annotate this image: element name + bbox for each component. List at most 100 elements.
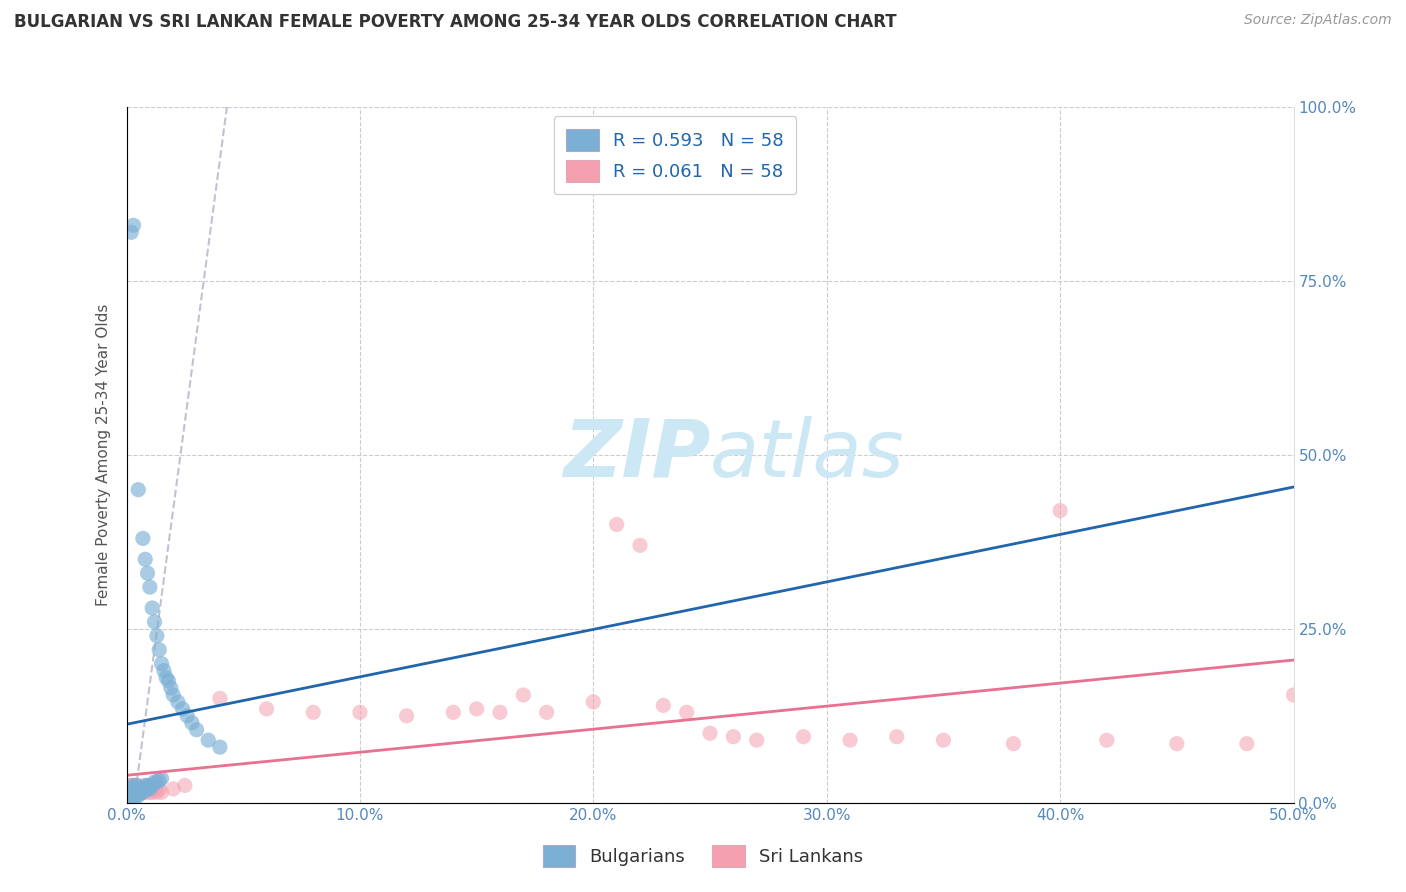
Point — [723, 730, 745, 744]
Point — [118, 792, 141, 806]
Point — [120, 778, 142, 792]
Point — [143, 775, 166, 789]
Point — [148, 773, 170, 788]
Point — [129, 781, 152, 796]
Point — [441, 706, 464, 720]
Point — [489, 706, 512, 720]
Point — [141, 785, 163, 799]
Point — [139, 778, 162, 792]
Point — [139, 785, 162, 799]
Point — [628, 538, 651, 552]
Y-axis label: Female Poverty Among 25-34 Year Olds: Female Poverty Among 25-34 Year Olds — [96, 304, 111, 606]
Point — [120, 785, 142, 799]
Point — [186, 723, 208, 737]
Point — [146, 785, 169, 799]
Text: Source: ZipAtlas.com: Source: ZipAtlas.com — [1244, 13, 1392, 28]
Text: atlas: atlas — [710, 416, 905, 494]
Point — [127, 781, 149, 796]
Point — [122, 219, 145, 233]
Text: BULGARIAN VS SRI LANKAN FEMALE POVERTY AMONG 25-34 YEAR OLDS CORRELATION CHART: BULGARIAN VS SRI LANKAN FEMALE POVERTY A… — [14, 13, 897, 31]
Point — [792, 730, 814, 744]
Point — [122, 785, 145, 799]
Point — [162, 781, 184, 796]
Point — [160, 681, 183, 695]
Point — [839, 733, 862, 747]
Point — [132, 785, 155, 799]
Point — [127, 789, 149, 803]
Point — [127, 785, 149, 799]
Point — [176, 708, 198, 723]
Point — [127, 483, 149, 497]
Point — [150, 657, 173, 671]
Point — [120, 225, 142, 239]
Point — [1049, 503, 1071, 517]
Point — [125, 785, 148, 799]
Point — [134, 781, 156, 796]
Point — [146, 775, 169, 789]
Point — [150, 785, 173, 799]
Point — [150, 772, 173, 786]
Point — [122, 789, 145, 803]
Point — [139, 580, 162, 594]
Point — [118, 789, 141, 803]
Point — [349, 706, 371, 720]
Point — [1166, 737, 1188, 751]
Point — [129, 781, 152, 796]
Point — [127, 781, 149, 796]
Point — [118, 785, 141, 799]
Point — [155, 671, 177, 685]
Point — [143, 781, 166, 796]
Point — [536, 706, 558, 720]
Legend: R = 0.593   N = 58, R = 0.061   N = 58: R = 0.593 N = 58, R = 0.061 N = 58 — [554, 116, 796, 194]
Point — [139, 781, 162, 796]
Point — [652, 698, 675, 713]
Point — [122, 778, 145, 792]
Point — [136, 778, 159, 792]
Point — [1282, 688, 1305, 702]
Legend: Bulgarians, Sri Lankans: Bulgarians, Sri Lankans — [536, 838, 870, 874]
Point — [122, 778, 145, 792]
Point — [134, 552, 156, 566]
Point — [132, 781, 155, 796]
Point — [120, 781, 142, 796]
Point — [512, 688, 534, 702]
Point — [148, 781, 170, 796]
Point — [125, 781, 148, 796]
Point — [122, 781, 145, 796]
Point — [932, 733, 955, 747]
Point — [127, 785, 149, 799]
Point — [122, 781, 145, 796]
Point — [180, 715, 202, 730]
Point — [162, 688, 184, 702]
Point — [167, 695, 190, 709]
Point — [886, 730, 908, 744]
Point — [120, 785, 142, 799]
Point — [127, 778, 149, 792]
Point — [146, 629, 169, 643]
Point — [157, 674, 180, 689]
Point — [136, 781, 159, 796]
Point — [174, 778, 197, 792]
Point — [208, 740, 231, 755]
Point — [148, 642, 170, 657]
Point — [141, 778, 163, 792]
Point — [132, 781, 155, 796]
Point — [134, 785, 156, 799]
Point — [125, 778, 148, 792]
Point — [197, 733, 219, 747]
Point — [745, 733, 768, 747]
Point — [675, 706, 697, 720]
Point — [125, 785, 148, 799]
Point — [582, 695, 605, 709]
Point — [125, 789, 148, 803]
Point — [395, 708, 418, 723]
Point — [134, 778, 156, 792]
Point — [122, 785, 145, 799]
Point — [302, 706, 325, 720]
Point — [256, 702, 278, 716]
Point — [141, 601, 163, 615]
Point — [125, 778, 148, 792]
Point — [136, 566, 159, 581]
Point — [465, 702, 488, 716]
Point — [122, 792, 145, 806]
